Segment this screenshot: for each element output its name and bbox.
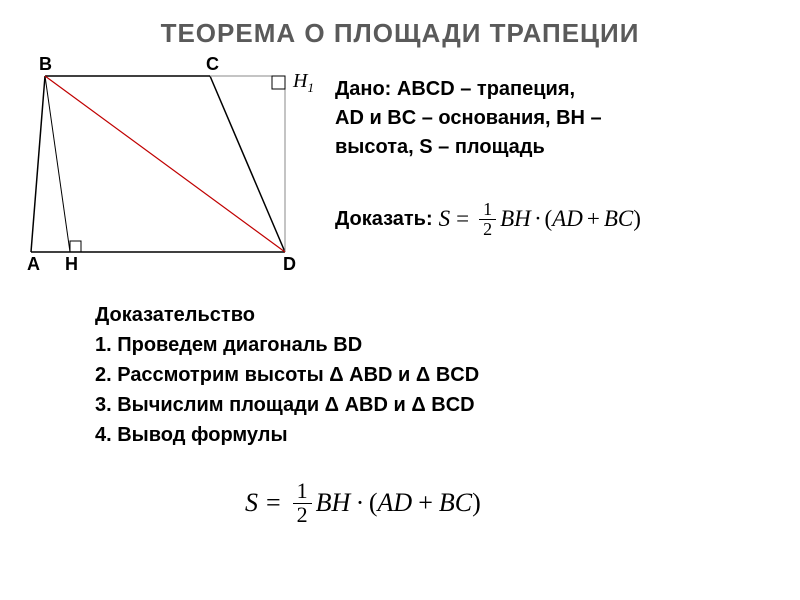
page-title: ТЕОРЕМА О ПЛОЩАДИ ТРАПЕЦИИ: [0, 0, 800, 49]
given-line1: Дано: ABCD – трапеция,: [335, 75, 775, 104]
vertex-c-label: C: [206, 54, 219, 75]
formula-conclusion: S = 1 2 BH · ( AD + BC ): [245, 480, 585, 526]
trapezoid-diagram: A H D B C H1: [25, 62, 315, 272]
proof-step3: 3. Вычислим площади Δ ABD и Δ BCD: [95, 390, 735, 420]
given-block: Дано: ABCD – трапеция, AD и BC – основан…: [335, 75, 775, 162]
diagram-svg: [25, 62, 315, 272]
vertex-a-label: A: [27, 254, 40, 275]
proof-heading: Доказательство: [95, 300, 735, 330]
vertex-b-label: B: [39, 54, 52, 75]
vertex-d-label: D: [283, 254, 296, 275]
given-line3: высота, S – площадь: [335, 133, 775, 162]
proof-step2: 2. Рассмотрим высоты Δ ABD и Δ BCD: [95, 360, 735, 390]
vertex-h1-label: H1: [293, 70, 314, 96]
formula-prove: S = 1 2 BH · ( AD + BC ): [439, 200, 641, 238]
vertex-h-label: H: [65, 254, 78, 275]
proof-step4: 4. Вывод формулы: [95, 420, 735, 450]
fraction-half-bottom: 1 2: [293, 480, 312, 526]
prove-row: Доказать: S = 1 2 BH · ( AD + BC ): [335, 200, 775, 238]
proof-step1: 1. Проведем диагональ BD: [95, 330, 735, 360]
proof-block: Доказательство 1. Проведем диагональ BD …: [95, 300, 735, 450]
given-line2: AD и BC – основания, BH –: [335, 104, 775, 133]
prove-label: Доказать:: [335, 208, 433, 231]
fraction-half: 1 2: [479, 200, 496, 238]
